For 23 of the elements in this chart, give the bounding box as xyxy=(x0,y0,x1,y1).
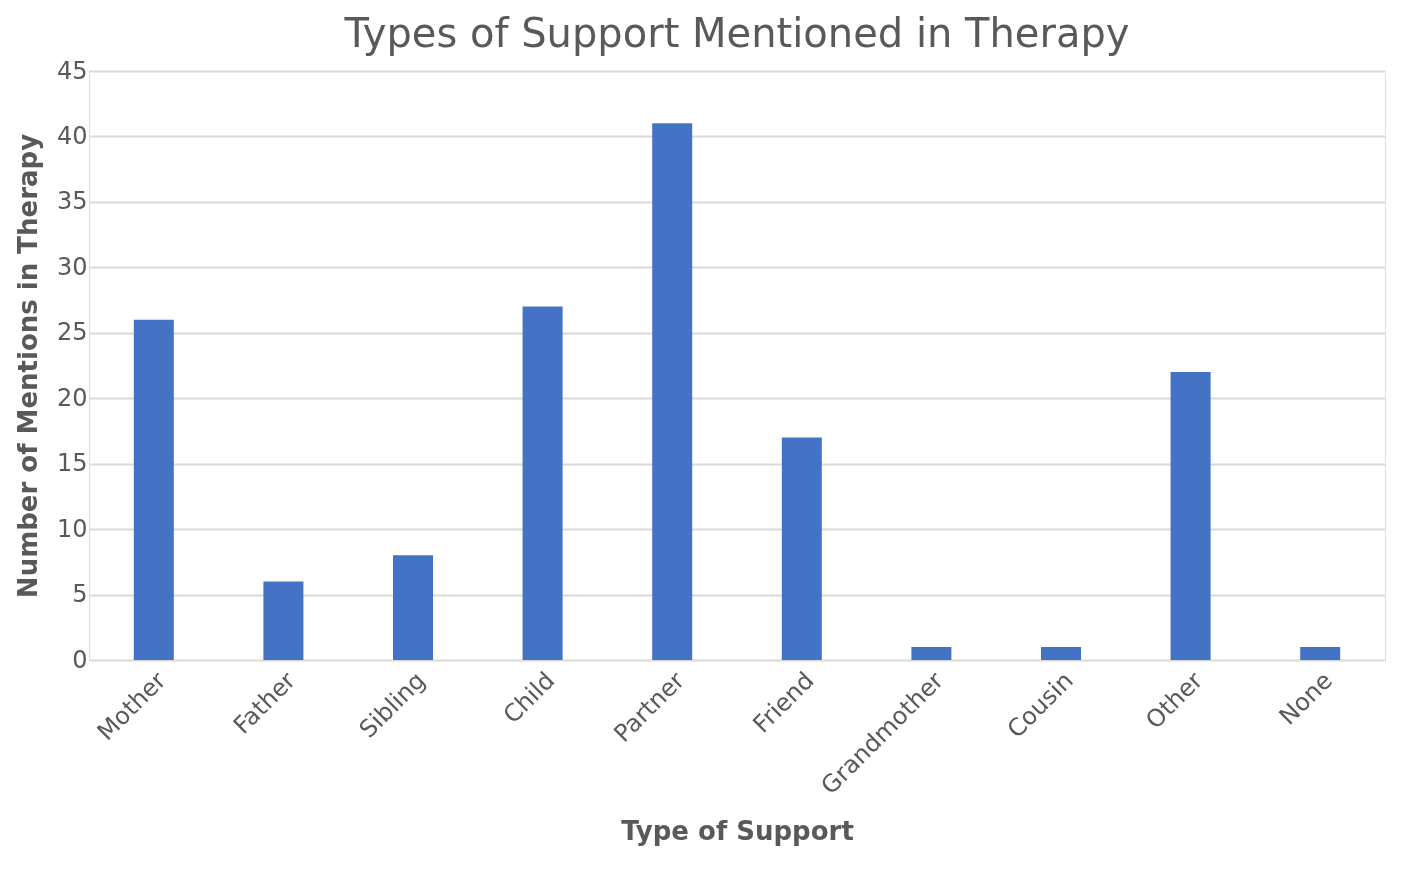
bar xyxy=(133,319,174,660)
bar xyxy=(522,306,563,660)
y-tick-label: 10 xyxy=(56,514,88,543)
bar xyxy=(781,437,822,660)
bar xyxy=(1041,646,1081,660)
bar xyxy=(263,581,304,660)
bar xyxy=(393,555,433,660)
y-tick-label: 5 xyxy=(72,580,88,609)
bar xyxy=(1300,646,1341,660)
bar xyxy=(911,646,952,660)
bar xyxy=(1170,372,1211,660)
y-tick-label: 0 xyxy=(72,645,88,674)
bar xyxy=(652,123,693,660)
y-tick-label: 45 xyxy=(56,56,88,85)
y-tick-label: 15 xyxy=(56,449,88,478)
x-axis-title: Type of Support xyxy=(621,816,854,847)
y-tick-label: 40 xyxy=(56,121,88,150)
chart-title: Types of Support Mentioned in Therapy xyxy=(343,10,1130,56)
y-tick-label: 35 xyxy=(56,187,88,216)
y-tick-label: 30 xyxy=(56,252,88,281)
y-tick-label: 25 xyxy=(56,318,88,347)
y-axis-title: Number of Mentions in Therapy xyxy=(12,133,43,599)
y-tick-label: 20 xyxy=(56,383,88,412)
